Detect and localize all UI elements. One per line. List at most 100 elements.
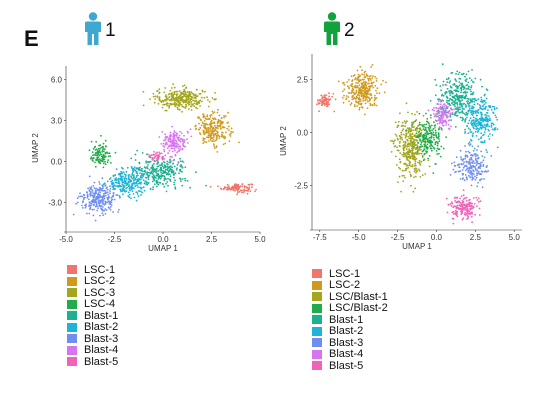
data-point xyxy=(168,107,170,109)
data-point xyxy=(325,97,328,100)
data-point xyxy=(358,75,360,78)
data-point xyxy=(407,129,410,132)
data-point xyxy=(187,93,190,96)
data-point xyxy=(241,191,243,194)
data-point xyxy=(409,151,411,154)
data-point xyxy=(436,144,439,147)
data-point xyxy=(347,96,350,98)
data-point xyxy=(411,165,414,168)
legend-label: LSC-1 xyxy=(84,263,116,276)
data-point xyxy=(163,185,166,188)
data-point xyxy=(476,205,478,208)
data-point xyxy=(234,183,237,185)
data-point xyxy=(409,173,412,176)
data-point xyxy=(322,103,324,105)
data-point xyxy=(203,125,205,127)
data-point xyxy=(90,157,92,160)
data-point xyxy=(92,185,95,187)
data-point xyxy=(119,174,122,177)
data-point xyxy=(451,111,454,114)
data-point xyxy=(492,123,495,126)
data-point xyxy=(440,103,442,106)
data-point xyxy=(166,160,169,163)
data-point xyxy=(417,136,420,138)
data-point xyxy=(178,139,181,142)
data-point xyxy=(204,126,207,129)
data-point xyxy=(454,213,457,216)
data-point xyxy=(348,79,350,81)
data-point xyxy=(88,212,91,215)
data-point xyxy=(418,153,420,155)
data-point xyxy=(410,184,412,187)
data-point xyxy=(170,168,172,171)
data-point xyxy=(468,77,471,80)
data-point xyxy=(150,167,153,170)
data-point xyxy=(349,84,352,87)
data-point xyxy=(81,207,84,209)
data-point xyxy=(351,89,353,92)
data-point xyxy=(474,110,477,113)
data-point xyxy=(341,97,344,99)
data-point xyxy=(457,73,460,75)
data-point xyxy=(163,175,165,177)
legend-item: Blast-1 xyxy=(67,310,118,322)
data-point xyxy=(176,151,179,154)
data-point xyxy=(110,180,113,183)
data-point xyxy=(471,175,473,177)
data-point xyxy=(129,189,131,192)
data-point xyxy=(151,180,154,183)
data-point xyxy=(459,101,461,103)
data-point xyxy=(156,167,158,170)
data-point xyxy=(191,96,193,98)
data-point xyxy=(435,84,438,86)
data-point xyxy=(470,90,472,93)
data-point xyxy=(171,147,174,150)
data-point xyxy=(96,197,99,200)
x-tick-label: 5.0 xyxy=(509,233,521,242)
data-point xyxy=(161,158,164,161)
data-point xyxy=(215,134,218,137)
data-point xyxy=(355,82,357,84)
data-point xyxy=(409,140,412,142)
data-point xyxy=(447,119,450,122)
data-point xyxy=(443,105,446,108)
data-point xyxy=(469,176,472,179)
data-point xyxy=(416,144,418,146)
data-point xyxy=(476,154,479,157)
data-point xyxy=(173,137,176,139)
data-point xyxy=(461,173,464,176)
data-point xyxy=(143,166,146,169)
data-point xyxy=(147,182,150,184)
data-point xyxy=(163,179,166,182)
data-point xyxy=(464,90,466,93)
data-point xyxy=(428,128,430,130)
data-point xyxy=(153,154,156,156)
data-point xyxy=(465,161,468,163)
data-point xyxy=(94,152,97,155)
data-point xyxy=(465,212,468,215)
data-point xyxy=(460,208,462,211)
data-point xyxy=(162,183,165,185)
data-point xyxy=(480,132,483,135)
data-point xyxy=(396,137,399,140)
data-point xyxy=(179,148,182,150)
data-point xyxy=(369,87,371,89)
data-point xyxy=(100,207,102,210)
data-point xyxy=(474,213,476,216)
data-point xyxy=(485,118,487,121)
data-point xyxy=(97,193,100,196)
data-point xyxy=(352,97,355,100)
data-point xyxy=(106,196,109,199)
data-point xyxy=(232,131,234,134)
data-point xyxy=(93,208,95,211)
data-point xyxy=(417,148,420,151)
data-point xyxy=(452,213,455,215)
data-point xyxy=(101,146,104,148)
data-point xyxy=(226,122,229,124)
data-point xyxy=(122,171,125,173)
data-point xyxy=(164,143,167,146)
data-point xyxy=(202,131,205,134)
data-point xyxy=(159,152,162,155)
data-point xyxy=(86,194,89,197)
data-point xyxy=(474,77,477,80)
